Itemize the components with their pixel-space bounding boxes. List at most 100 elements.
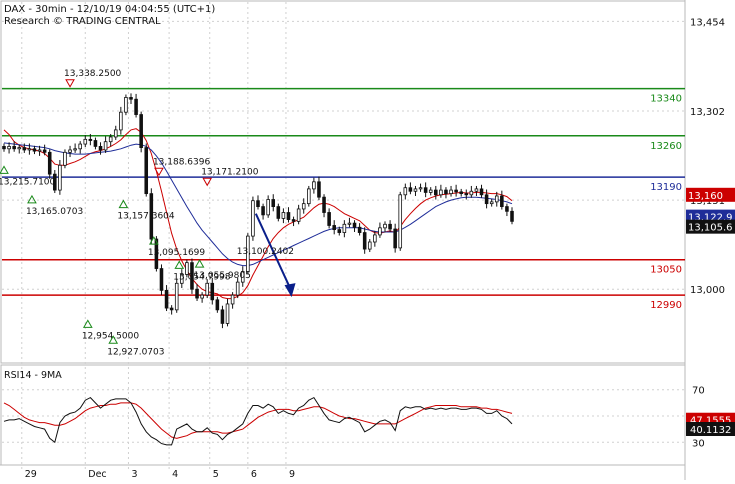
candle-body	[174, 282, 179, 311]
x-tick-label: 9	[289, 469, 295, 480]
candle-body	[68, 149, 72, 153]
candle-body	[500, 195, 504, 207]
candle-body	[413, 188, 418, 192]
candle-body	[73, 148, 77, 151]
price-note-label: 13,100.2402	[237, 247, 294, 257]
candle-body	[129, 97, 133, 100]
candle-body	[444, 189, 448, 195]
candle-body	[93, 140, 98, 147]
swing-high-marker	[65, 79, 75, 88]
candle-body	[510, 210, 514, 222]
candle-body	[428, 189, 433, 193]
swing-low-marker	[194, 259, 205, 268]
rsi-layer	[3, 396, 513, 446]
candle-body	[312, 181, 316, 190]
candle-body	[124, 97, 128, 113]
candle-body	[27, 148, 32, 151]
candle-body	[347, 222, 352, 225]
candle-body	[2, 146, 6, 150]
candle-body	[286, 212, 291, 220]
candle-body	[119, 111, 123, 131]
candle-body	[7, 146, 11, 150]
price-tag-label: 13,122.9	[688, 213, 733, 224]
candle-body	[439, 189, 443, 196]
swing-low-label: 12,927.0703	[107, 347, 164, 357]
candle-body	[256, 200, 260, 207]
candle-body	[47, 151, 52, 175]
candle-body	[220, 309, 225, 324]
candle-body	[357, 226, 362, 233]
level-label-12990: 12990	[650, 300, 682, 311]
ma-fast-line	[3, 128, 513, 300]
candle-body	[88, 138, 93, 141]
candle-body	[403, 187, 408, 196]
candle-body	[225, 303, 230, 324]
x-tick-label: 6	[251, 469, 257, 480]
candle-body	[230, 294, 235, 305]
price-tag-label: 13,160	[688, 191, 723, 202]
candle-body	[479, 188, 484, 196]
x-tick-label: 3	[131, 469, 137, 480]
price-tag-box	[686, 219, 735, 234]
candle-body	[362, 232, 367, 250]
candle-body	[12, 146, 16, 150]
rsi-tag-box	[686, 421, 735, 436]
rsi-tag-label: 47.1555	[690, 416, 731, 427]
candle-body	[113, 129, 118, 138]
candle-body	[149, 193, 154, 240]
candle-body	[58, 164, 62, 191]
price-layer	[2, 93, 514, 329]
candle-body	[388, 223, 392, 230]
candle-body	[449, 189, 453, 195]
price-y-tick-label: 13,000	[690, 285, 725, 296]
ma-slow-line	[3, 142, 513, 267]
candle-body	[393, 228, 397, 249]
level-label-13260: 13260	[650, 141, 682, 152]
candle-body	[505, 206, 509, 212]
candle-body	[337, 229, 342, 233]
candle-body	[322, 196, 326, 213]
candle-body	[134, 98, 138, 115]
candle-body	[42, 149, 47, 153]
candle-body	[78, 143, 82, 150]
swing-low-label: 13,095.1699	[148, 248, 206, 258]
candle-body	[195, 288, 199, 299]
candle-body	[352, 222, 357, 228]
candle-body	[169, 307, 174, 311]
candle-body	[378, 227, 382, 236]
candle-body	[276, 206, 281, 219]
swing-low-marker	[27, 194, 37, 204]
candle-body	[63, 151, 67, 166]
swing-high-label: 13,188.6396	[153, 157, 211, 167]
candle-body	[367, 241, 372, 250]
swing-low-marker	[108, 335, 119, 344]
candle-body	[180, 274, 184, 284]
candle-body	[205, 282, 209, 296]
swing-high-marker	[202, 177, 213, 187]
annotation-layer: 13,338.2500 13,215.7100 13,165.0703 13,157.…	[0, 69, 296, 357]
candle-body	[210, 282, 215, 301]
candle-body	[261, 206, 265, 216]
candle-body	[159, 268, 164, 291]
candle-body	[53, 173, 57, 191]
price-tag-label: 13,105.6	[688, 223, 733, 234]
swing-low-label: 13,157.3604	[117, 212, 175, 222]
x-tick-label: 29	[25, 469, 37, 480]
x-tick-label: 4	[172, 469, 178, 480]
swing-low-label: 13,215.7100	[0, 177, 56, 187]
rsi-tag-label: 40.1132	[690, 425, 731, 436]
forecast-arrow-shaft	[254, 213, 292, 290]
swing-low-marker	[148, 236, 159, 245]
candle-body	[474, 188, 479, 192]
candle-body	[240, 271, 245, 283]
x-tick-label: 5	[213, 469, 219, 480]
candle-body	[423, 187, 428, 193]
swing-low-label: 13,165.0703	[26, 207, 83, 217]
forecast-arrow-head	[284, 283, 296, 298]
candle-body	[454, 189, 458, 193]
rsi-title: RSI14 - 9MA	[4, 370, 62, 381]
swing-high-label: 13,338.2500	[64, 69, 122, 79]
candle-body	[469, 190, 474, 196]
